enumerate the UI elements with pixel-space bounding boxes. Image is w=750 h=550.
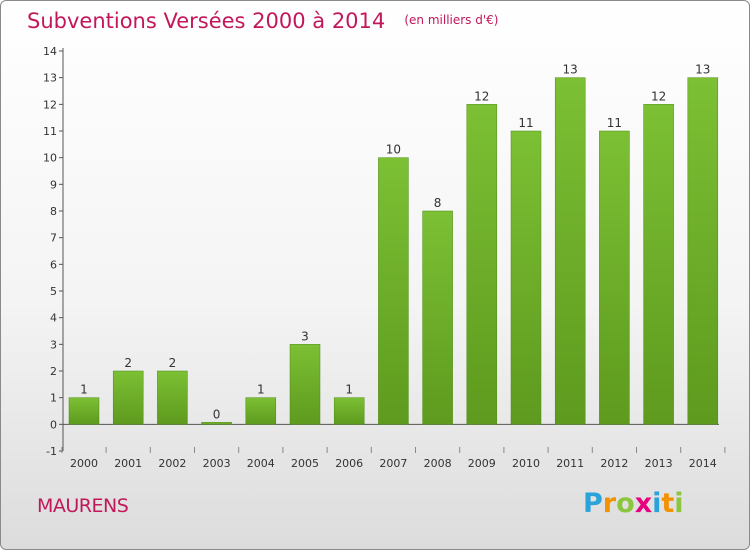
x-tick-label: 2008: [424, 457, 452, 470]
data-label: 2: [169, 356, 177, 370]
y-tick-label: 4: [50, 312, 57, 325]
title-row: Subventions Versées 2000 à 2014 (en mill…: [27, 9, 498, 33]
x-tick-label: 2000: [70, 457, 98, 470]
x-tick-label: 2003: [203, 457, 231, 470]
data-label: 12: [474, 89, 489, 103]
bar: [245, 397, 277, 425]
logo-letter: t: [661, 488, 675, 519]
data-label: 13: [563, 63, 578, 77]
bar: [289, 344, 321, 425]
y-tick-label: 7: [50, 232, 57, 245]
data-label: 1: [345, 383, 353, 397]
proxiti-logo: Proxiti: [583, 488, 684, 519]
data-label: 1: [80, 383, 88, 397]
bar: [201, 422, 232, 425]
data-label: 10: [386, 143, 401, 157]
y-tick-label: 12: [43, 98, 57, 111]
bar: [333, 397, 365, 425]
x-tick-label: 2001: [114, 457, 142, 470]
y-tick-label: 8: [50, 205, 57, 218]
x-tick-label: 2006: [335, 457, 363, 470]
x-tick-label: 2012: [600, 457, 628, 470]
data-label: 2: [124, 356, 132, 370]
y-tick-label: 14: [43, 45, 57, 58]
y-tick-label: 3: [50, 338, 57, 351]
commune-name: MAURENS: [37, 495, 129, 517]
y-tick-label: 2: [50, 365, 57, 378]
bar: [68, 397, 100, 425]
logo-letter: i: [652, 488, 662, 519]
chart-subtitle: (en milliers d'€): [404, 13, 499, 27]
bar: [112, 370, 144, 425]
data-label: 0: [213, 407, 221, 421]
bar: [466, 104, 498, 425]
y-tick-label: 6: [50, 258, 57, 271]
y-tick-label: 1: [50, 392, 57, 405]
logo-letter: i: [674, 488, 684, 519]
y-tick-label: 10: [43, 152, 57, 165]
data-label: 12: [651, 89, 666, 103]
x-tick-label: 2007: [379, 457, 407, 470]
x-tick-label: 2011: [556, 457, 584, 470]
logo-letter: P: [583, 488, 603, 519]
logo-letter: o: [616, 488, 635, 519]
bar: [643, 104, 674, 425]
bar: [378, 157, 409, 425]
bar: [422, 210, 453, 425]
x-tick-label: 2009: [468, 457, 496, 470]
bar: [157, 370, 188, 425]
x-tick-label: 2004: [247, 457, 275, 470]
data-label: 8: [434, 196, 442, 210]
x-tick-label: 2014: [689, 457, 717, 470]
data-label: 11: [518, 116, 533, 130]
bar: [554, 77, 586, 425]
y-tick-label: -1: [46, 445, 57, 458]
logo-letter: x: [634, 488, 653, 519]
data-label: 11: [607, 116, 622, 130]
x-tick-label: 2005: [291, 457, 319, 470]
data-label: 3: [301, 329, 309, 343]
y-tick-label: 13: [43, 72, 57, 85]
data-label: 1: [257, 383, 265, 397]
x-tick-label: 2013: [645, 457, 673, 470]
y-tick-label: 11: [43, 125, 57, 138]
bar: [687, 77, 719, 425]
data-label: 13: [695, 63, 710, 77]
y-tick-label: 0: [50, 418, 57, 431]
bar: [599, 130, 630, 425]
bar: [510, 130, 542, 425]
chart-title: Subventions Versées 2000 à 2014: [27, 9, 386, 33]
y-tick-label: 5: [50, 285, 57, 298]
logo-letter: r: [602, 488, 617, 519]
x-tick-label: 2002: [158, 457, 186, 470]
y-tick-label: 9: [50, 178, 57, 191]
x-tick-label: 2010: [512, 457, 540, 470]
